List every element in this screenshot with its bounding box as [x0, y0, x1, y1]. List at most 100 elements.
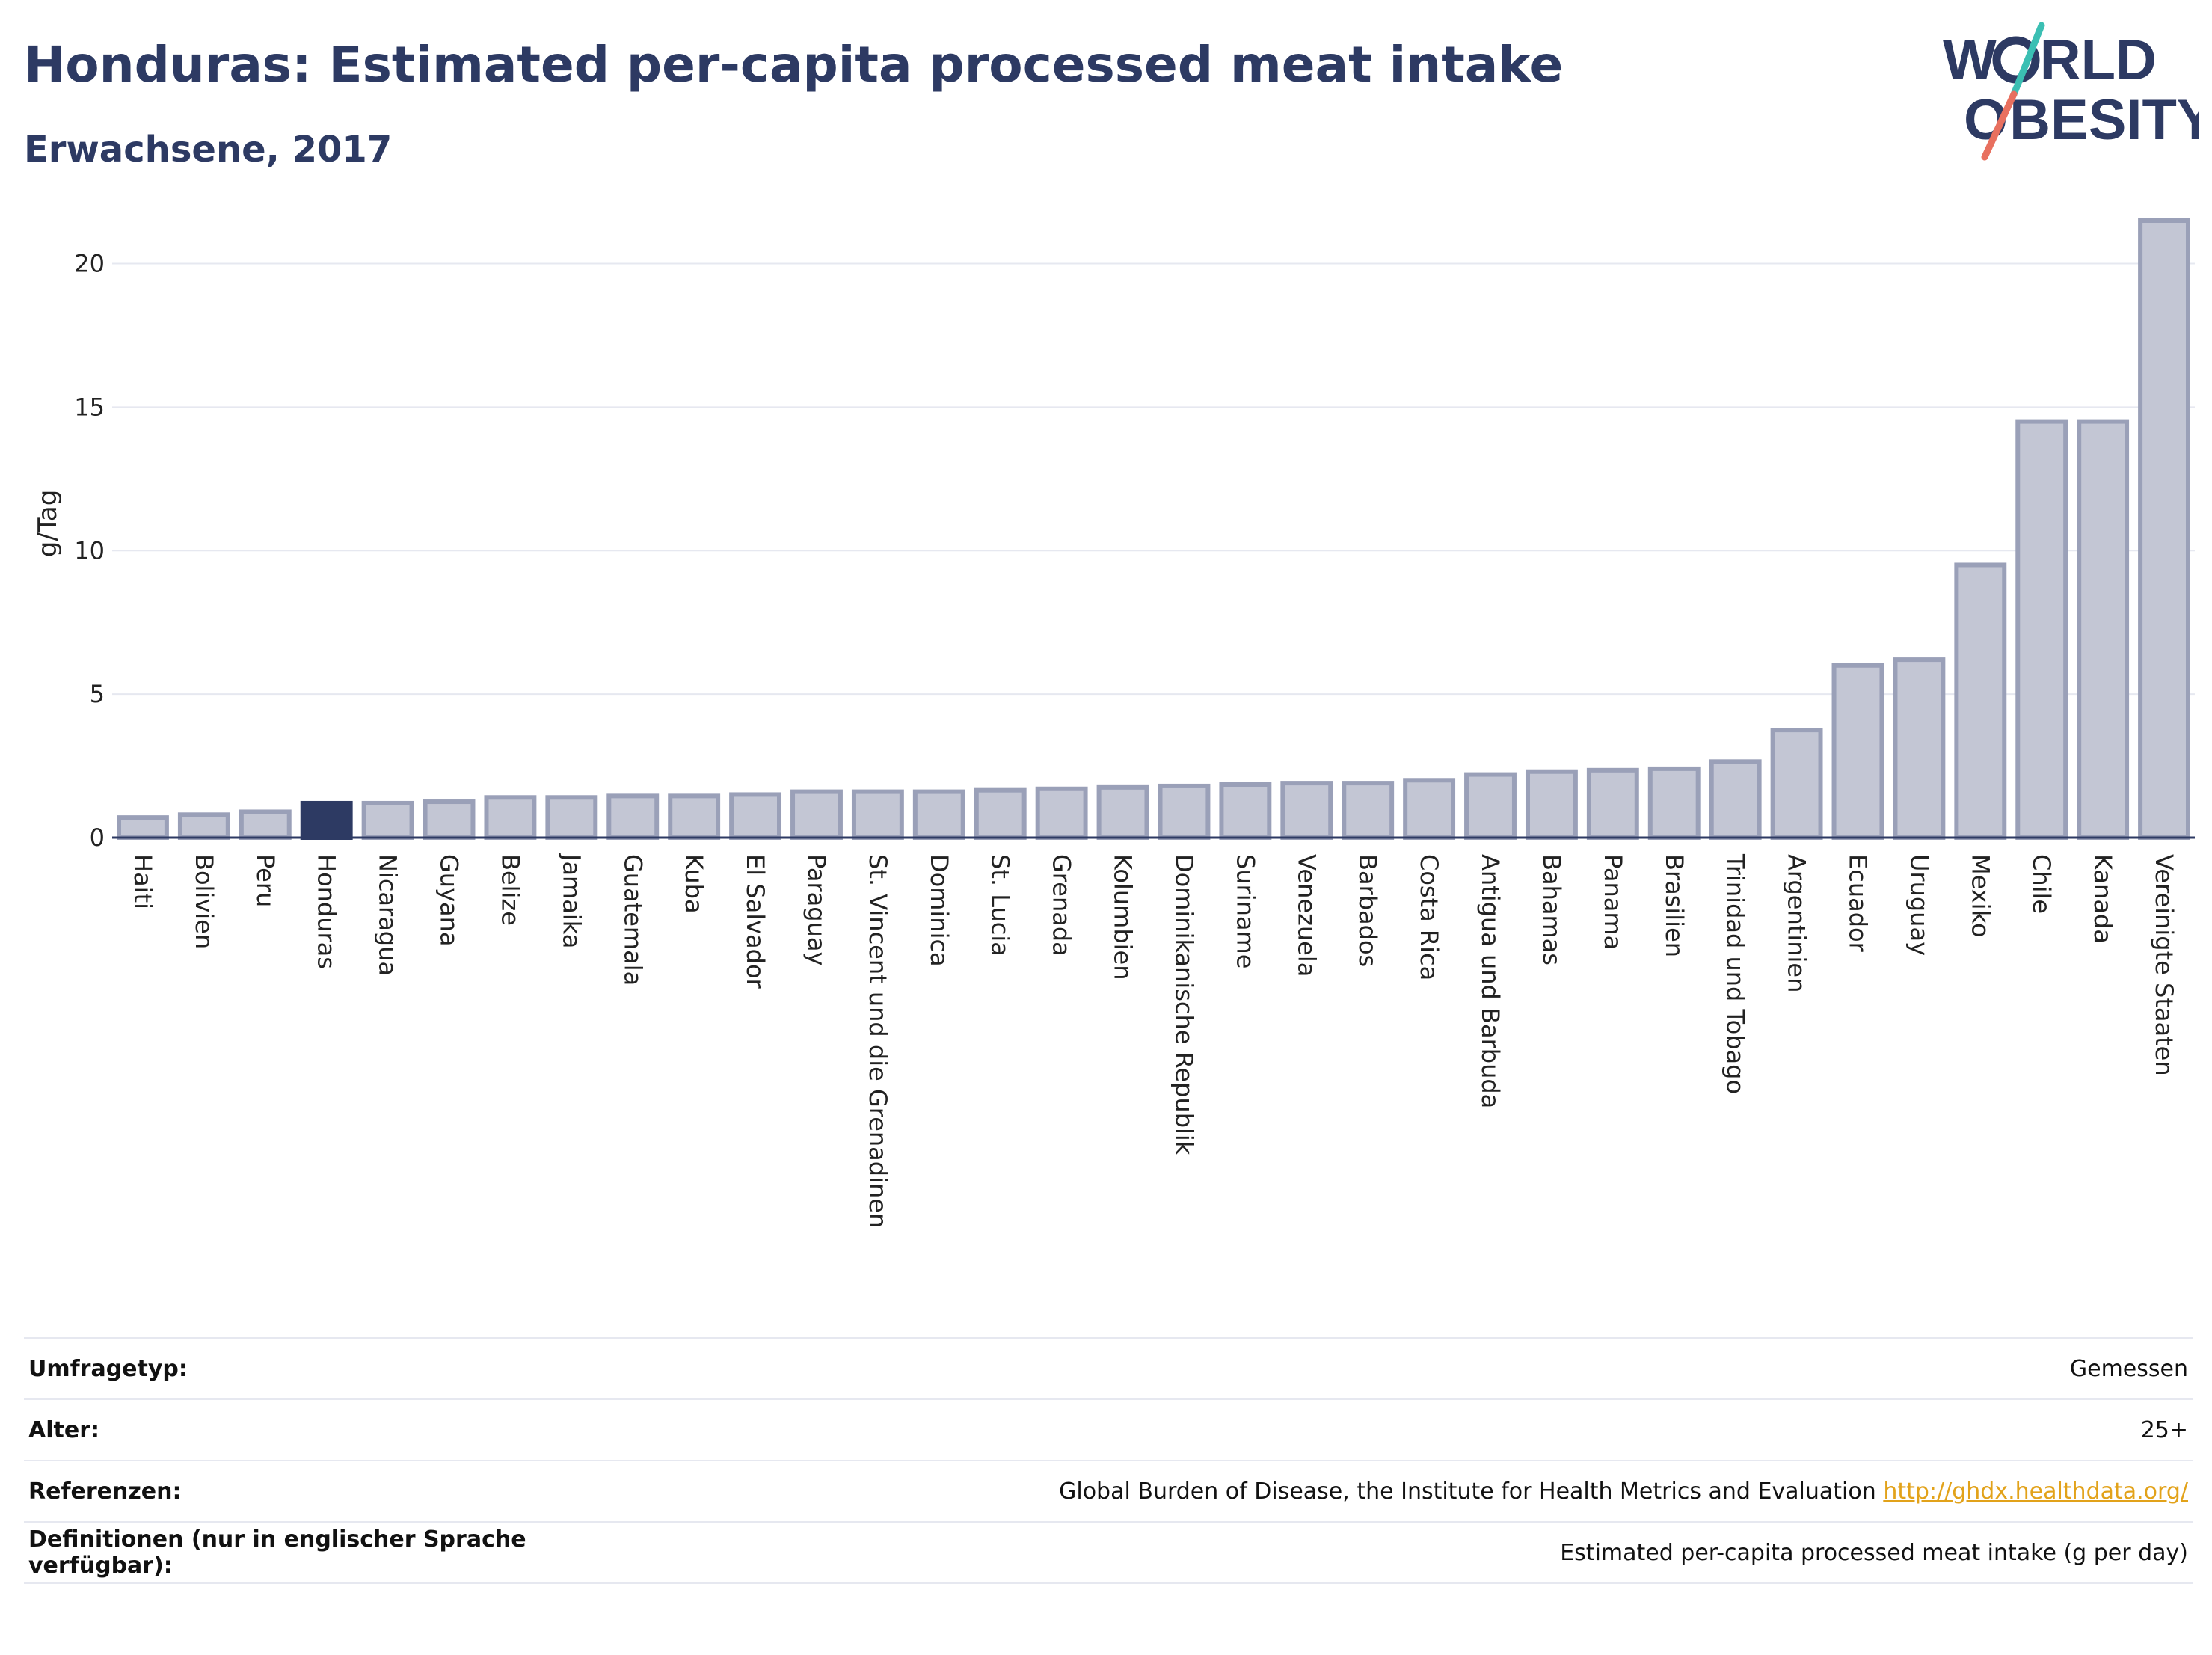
x-tick-label: Suriname [1231, 854, 1259, 968]
bar-uruguay[interactable] [1893, 657, 1946, 840]
meta-row-references: Referenzen: Global Burden of Disease, th… [24, 1460, 2193, 1523]
logo-slash-teal [2010, 22, 2045, 98]
x-tick-label: Ecuador [1843, 854, 1872, 953]
bar-nicaragua[interactable] [361, 800, 414, 841]
meta-row-age: Alter: 25+ [24, 1398, 2193, 1461]
x-tick-label: Bolivien [190, 854, 218, 949]
x-tick-label: Belize [496, 854, 524, 926]
bar-grenada[interactable] [1035, 786, 1088, 841]
x-tick-label: St. Vincent und die Grenadinen [864, 854, 892, 1228]
meta-value: Global Burden of Disease, the Institute … [556, 1460, 2193, 1523]
x-tick-label: Dominica [925, 854, 953, 967]
meta-key: Referenzen: [24, 1460, 556, 1523]
logo-text-rld: RLD [2040, 28, 2157, 92]
x-tick-label: Paraguay [802, 854, 831, 965]
bar-brasilien[interactable] [1647, 766, 1701, 841]
chart-title: Honduras: Estimated per-capita processed… [24, 36, 1564, 93]
x-tick-label: Costa Rica [1415, 854, 1443, 980]
x-tick-label: Guyana [435, 854, 464, 947]
x-tick-label: Kolumbien [1109, 854, 1137, 980]
bar-el-salvador[interactable] [729, 792, 782, 841]
x-tick-label: Jamaika [557, 853, 586, 948]
x-tick-label: Barbados [1354, 854, 1382, 967]
y-tick-label: 20 [74, 250, 105, 278]
x-tick-label: Brasilien [1660, 854, 1689, 957]
y-tick-label: 0 [90, 823, 105, 852]
x-tick-label: Kuba [680, 854, 708, 914]
bar-st-vincent-und-die-grenadinen[interactable] [851, 789, 904, 840]
bar-mexiko[interactable] [1954, 562, 2007, 840]
logo-text-besity: BESITY [2009, 88, 2199, 152]
bar-trinidad-und-tobago[interactable] [1709, 759, 1762, 841]
bar-kuba[interactable] [668, 793, 721, 841]
x-tick-label: El Salvador [741, 854, 769, 989]
bar-peru[interactable] [239, 809, 292, 840]
bar-jamaika[interactable] [545, 795, 598, 840]
bar-chile[interactable] [2015, 419, 2068, 840]
meta-value: Gemessen [556, 1337, 2193, 1400]
bar-vereinigte-staaten[interactable] [2138, 218, 2190, 840]
bar-st-lucia[interactable] [974, 787, 1027, 840]
meta-value: Estimated per-capita processed meat inta… [556, 1521, 2193, 1584]
x-tick-label: St. Lucia [986, 854, 1015, 957]
bar-chart: 0 5 10 15 20 Haiti Bolivien Peru Honduras Nicara… [33, 218, 2195, 1228]
y-tick-label: 15 [74, 393, 105, 421]
metadata-table: Umfragetyp: Gemessen Alter: 25+ Referenz… [24, 1337, 2193, 1584]
bar-guyana[interactable] [423, 799, 476, 841]
x-tick-label: Chile [2027, 854, 2056, 914]
x-tick-label: Haiti [129, 854, 157, 909]
chart-subtitle: Erwachsene, 2017 [24, 129, 393, 171]
bar-panama[interactable] [1586, 767, 1639, 840]
x-tick-label: Uruguay [1905, 854, 1933, 956]
bar-barbados[interactable] [1342, 781, 1395, 840]
meta-key: Definitionen (nur in englischer Sprache … [24, 1521, 556, 1584]
bar-kanada[interactable] [2077, 419, 2130, 840]
bar-bolivien[interactable] [177, 812, 230, 841]
y-axis-label: g/Tag [33, 490, 63, 558]
bar-costa-rica[interactable] [1403, 778, 1456, 841]
meta-row-definitions: Definitionen (nur in englischer Sprache … [24, 1521, 2193, 1584]
bar-kolumbien[interactable] [1096, 784, 1149, 841]
bar-haiti[interactable] [117, 815, 169, 840]
logo-slash-coral [1981, 90, 2018, 161]
bar-belize[interactable] [484, 795, 537, 840]
bar-ecuador[interactable] [1831, 663, 1884, 841]
x-tick-label: Antigua und Barbuda [1476, 854, 1505, 1108]
gridlines [112, 262, 2195, 696]
logo-text-w: W [1943, 28, 1997, 92]
x-tick-label: Guatemala [618, 854, 647, 986]
x-tick-label: Nicaragua [374, 854, 402, 976]
x-tick-label: Venezuela [1292, 854, 1321, 977]
bar-argentinien[interactable] [1770, 728, 1823, 841]
logo-ring [1992, 36, 2040, 84]
x-tick-label: Bahamas [1537, 854, 1566, 965]
bar-dominikanische-republik[interactable] [1158, 783, 1211, 840]
x-tick-label: Trinidad und Tobago [1721, 853, 1750, 1094]
bar-suriname[interactable] [1219, 782, 1272, 840]
y-axis: 0 5 10 15 20 [74, 250, 105, 852]
x-tick-label: Argentinien [1783, 854, 1811, 992]
bar-paraguay[interactable] [790, 789, 843, 840]
y-tick-label: 5 [90, 680, 105, 708]
meta-row-survey-type: Umfragetyp: Gemessen [24, 1337, 2193, 1400]
x-tick-label: Panama [1599, 854, 1627, 950]
x-tick-label: Honduras [313, 854, 341, 969]
svg-text:OBESITY: OBESITY [1964, 88, 2199, 152]
x-tick-label: Kanada [2089, 854, 2117, 944]
bar-antigua-und-barbuda[interactable] [1464, 772, 1517, 841]
bar-honduras[interactable] [300, 800, 353, 841]
bar-dominica[interactable] [912, 789, 965, 840]
reference-link[interactable]: http://ghdx.healthdata.org/ [1883, 1478, 2188, 1505]
bar-bahamas[interactable] [1525, 769, 1578, 840]
reference-text: Global Burden of Disease, the Institute … [1059, 1478, 1876, 1505]
world-obesity-logo: W RLD OBESITY [1943, 22, 2199, 161]
bar-guatemala[interactable] [606, 793, 660, 841]
meta-key: Umfragetyp: [24, 1337, 556, 1400]
bar-venezuela[interactable] [1280, 781, 1333, 840]
x-axis-labels: Haiti Bolivien Peru Honduras Nicaragua Guyana… [129, 853, 2178, 1228]
meta-key: Alter: [24, 1398, 556, 1461]
bars [117, 218, 2190, 841]
x-tick-label: Vereinigte Staaten [2150, 854, 2178, 1076]
y-tick-label: 10 [74, 536, 105, 565]
